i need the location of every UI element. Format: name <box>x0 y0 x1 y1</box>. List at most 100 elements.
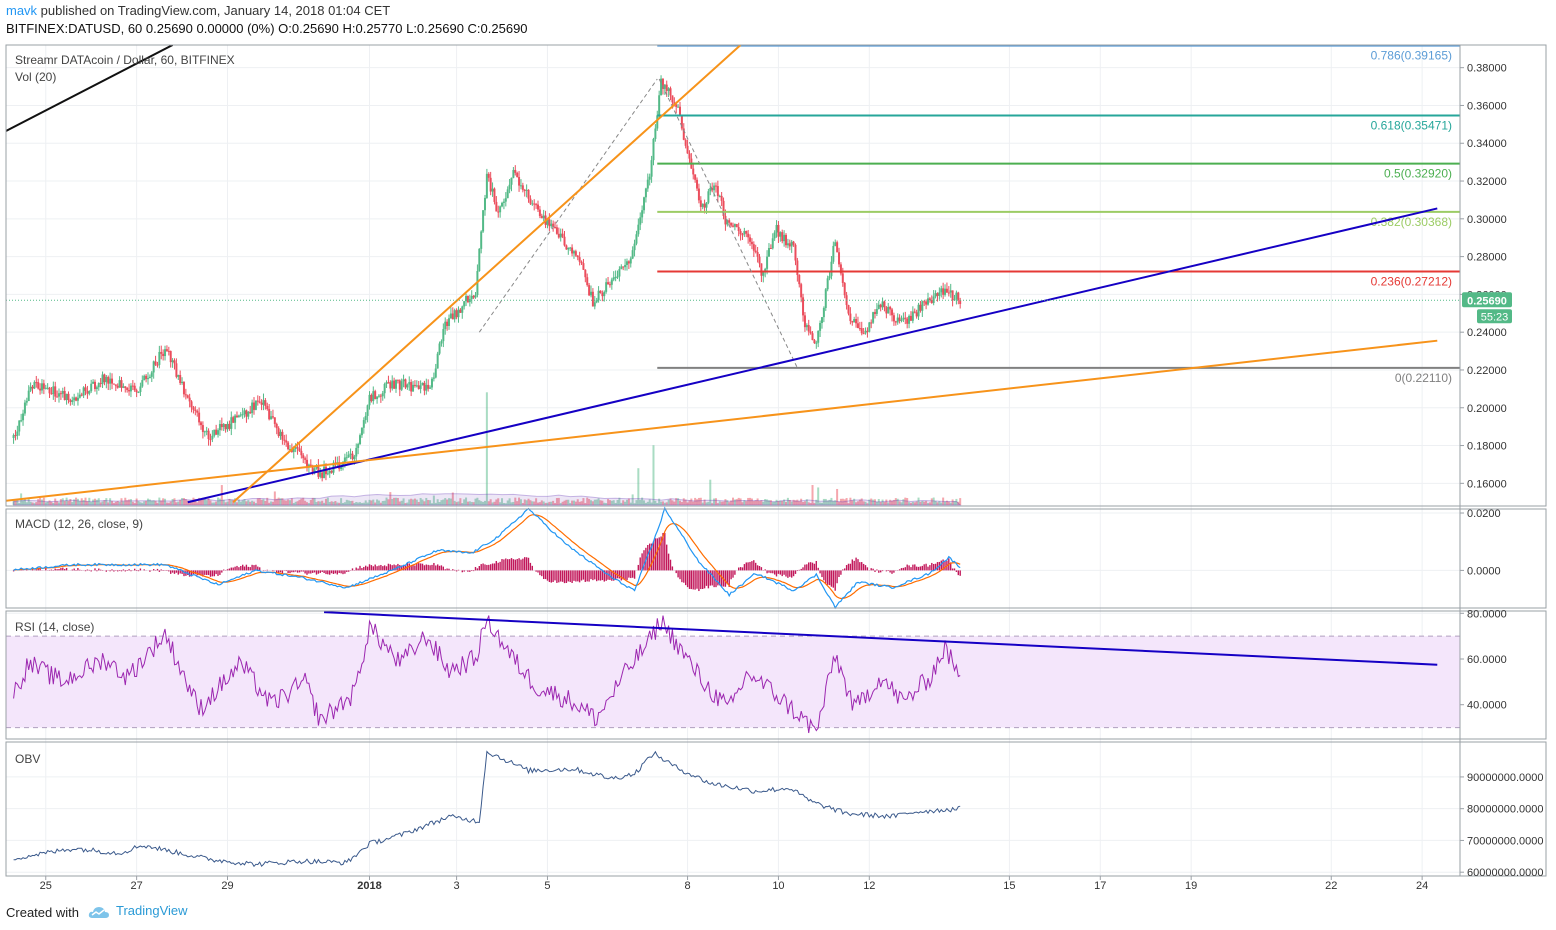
trading-chart[interactable]: 0.786(0.39165) 0.618(0.35471) 0.5(0.32920)… <box>0 40 1556 897</box>
candle-body <box>714 185 717 187</box>
candle-body <box>692 168 695 175</box>
volume-bar <box>343 502 346 505</box>
volume-bar <box>504 503 507 505</box>
volume-bar <box>794 500 797 505</box>
author-link[interactable]: mavk <box>6 3 38 18</box>
volume-bar <box>612 500 615 505</box>
candle-body <box>887 306 890 314</box>
volume-bar <box>805 499 808 505</box>
volume-bar <box>90 502 93 505</box>
candle-body <box>82 387 85 396</box>
candle-body <box>370 394 373 402</box>
volume-bar <box>336 502 339 505</box>
volume-bar <box>368 499 371 505</box>
candle-body <box>281 431 284 440</box>
volume-bar <box>410 498 413 505</box>
volume-bar <box>546 502 549 505</box>
volume-bar <box>802 502 805 505</box>
price-badges: 0.25690 55:23 <box>1462 292 1512 324</box>
candle-body <box>644 188 647 198</box>
volume-bar <box>514 497 517 505</box>
volume-bar <box>33 503 36 505</box>
volume-bar <box>446 499 449 505</box>
volume-bar <box>349 501 352 505</box>
candle-body <box>870 322 873 324</box>
volume-bar <box>607 499 610 505</box>
volume-bar <box>682 498 685 505</box>
volume-bar <box>181 497 184 505</box>
price-tick-label: 0.18000 <box>1467 441 1507 453</box>
volume-bar <box>959 498 962 505</box>
volume-bar <box>39 497 42 505</box>
candle-body <box>849 313 852 322</box>
candle-body <box>798 275 801 285</box>
candle-body <box>864 330 867 334</box>
candle-body <box>639 217 642 225</box>
candle-body <box>576 255 579 258</box>
volume-bar <box>599 500 602 505</box>
volume-bar <box>760 500 763 505</box>
candle-body <box>393 380 396 389</box>
volume-bar <box>722 501 725 505</box>
candle-body <box>101 374 104 384</box>
volume-bar <box>351 500 354 505</box>
candle-body <box>501 202 504 207</box>
candle-body <box>451 313 454 320</box>
candle-body <box>69 400 72 403</box>
volume-bar <box>184 499 187 505</box>
candle-body <box>205 430 208 432</box>
volume-bar <box>46 501 49 505</box>
candle-body <box>923 301 926 303</box>
time-tick-label: 27 <box>131 880 143 892</box>
volume-bar <box>296 501 299 505</box>
volume-bar <box>483 500 486 505</box>
volume-bar <box>145 500 148 505</box>
volume-bar <box>624 501 627 505</box>
volume-bar <box>377 500 380 505</box>
volume-bar <box>455 502 458 505</box>
candle-body <box>482 210 485 232</box>
volume-bar <box>677 498 680 505</box>
volume-bar <box>767 500 770 505</box>
volume-bar <box>790 501 793 505</box>
volume-bar <box>200 499 203 505</box>
volume-bar <box>927 503 930 505</box>
tradingview-brand-label: TradingView <box>116 903 188 918</box>
candle-body <box>124 386 127 388</box>
volume-bar <box>521 503 524 505</box>
fib-anchor-line <box>478 78 658 333</box>
volume-bar <box>146 498 149 505</box>
volume-bar <box>605 503 608 505</box>
macd-signal-line <box>13 514 961 600</box>
volume-bar <box>832 501 835 505</box>
candle-body <box>93 381 96 389</box>
candle-body <box>777 224 780 237</box>
candle-body <box>400 381 403 390</box>
volume-bar <box>889 499 892 505</box>
volume-bar <box>56 501 59 505</box>
volume-bar <box>699 497 702 505</box>
fibonacci-retracement[interactable]: 0.786(0.39165) 0.618(0.35471) 0.5(0.32920)… <box>478 44 1460 385</box>
tradingview-link[interactable]: TradingView <box>88 903 188 919</box>
candle-body <box>643 197 646 211</box>
candle-body <box>841 273 844 283</box>
trend-lines[interactable] <box>6 45 1438 504</box>
candle-body <box>90 383 93 392</box>
volume-bar <box>590 500 593 505</box>
candle-body <box>684 139 687 146</box>
volume-bar <box>766 499 769 505</box>
candle-body <box>455 310 458 318</box>
volume-bar <box>533 501 536 505</box>
volume-bar <box>692 501 695 505</box>
candle-body <box>118 380 121 388</box>
volume-bar <box>165 502 168 505</box>
volume-bar <box>432 495 435 505</box>
volume-bar <box>228 498 231 505</box>
candle-body <box>396 379 399 381</box>
volume-bar <box>148 499 151 505</box>
candle-body <box>646 179 649 189</box>
candle-body <box>181 381 184 384</box>
volume-bar <box>324 498 327 505</box>
volume-bar <box>851 500 854 505</box>
volume-bar <box>796 499 799 505</box>
